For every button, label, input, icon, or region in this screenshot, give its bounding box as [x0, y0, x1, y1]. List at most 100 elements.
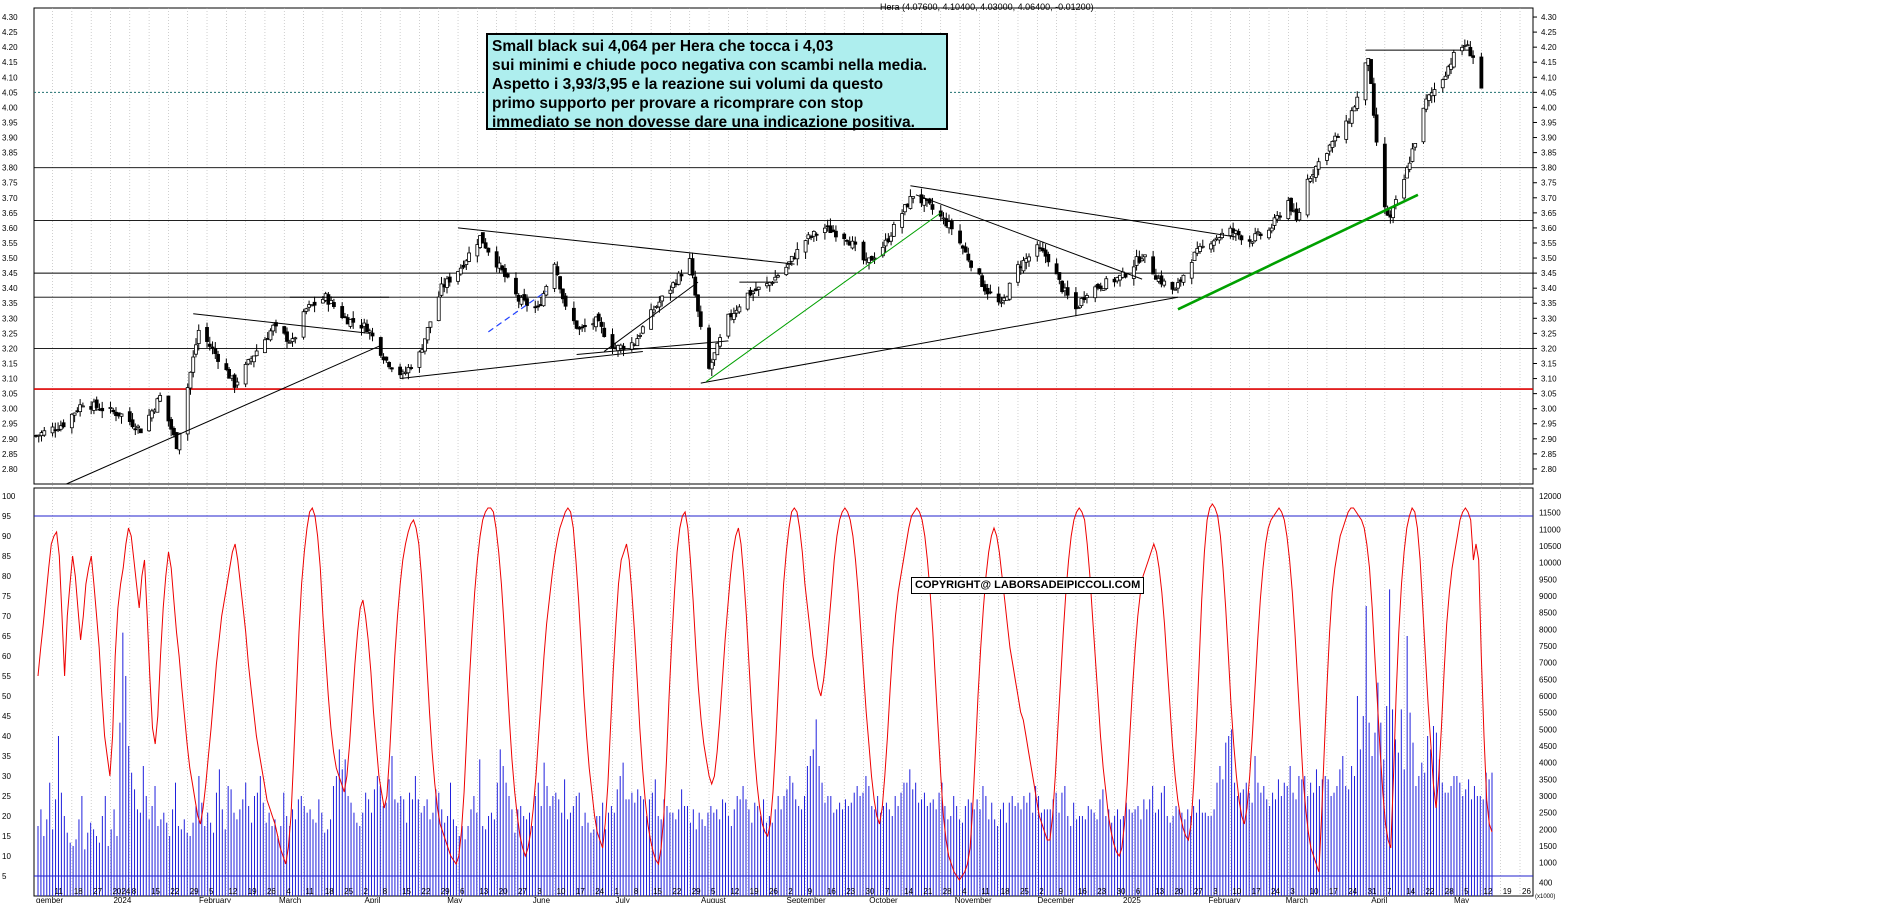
- date-tick-label: 11: [981, 887, 990, 896]
- candle-body: [1313, 166, 1318, 178]
- candle-body: [80, 405, 85, 408]
- candle-body: [340, 306, 345, 319]
- candle-body: [1007, 282, 1012, 300]
- volume-tick-label: 1000: [1539, 859, 1557, 868]
- price-tick-label-left: 2.95: [2, 420, 18, 429]
- oscillator-line: [37, 503, 1493, 881]
- date-tick-label: 22: [421, 887, 430, 896]
- price-tick-label: 3.10: [1541, 375, 1557, 384]
- oscillator-tick-label: 45: [2, 712, 11, 721]
- price-tick-label-left: 3.95: [2, 118, 18, 127]
- trendline: [910, 185, 1236, 238]
- candle-body: [999, 301, 1004, 304]
- volume-tick-label: 1500: [1539, 842, 1557, 851]
- date-tick-label: 27: [518, 887, 527, 896]
- oscillator-tick-label: 75: [2, 592, 11, 601]
- candle-body: [1217, 237, 1222, 241]
- candle-body: [483, 242, 488, 249]
- candle-body: [61, 422, 66, 428]
- date-tick-label: 6: [460, 887, 465, 896]
- candle-body: [640, 326, 645, 334]
- month-label: September: [787, 896, 826, 903]
- candle-body: [119, 413, 124, 417]
- price-tick-label: 3.05: [1541, 390, 1557, 399]
- date-tick-label: 24: [1348, 887, 1357, 896]
- month-label: gember: [36, 896, 63, 903]
- date-tick-label: 5: [1464, 887, 1469, 896]
- candle-body: [100, 407, 105, 412]
- volume-tick-label: 11000: [1539, 525, 1561, 534]
- date-tick-label: 4: [962, 887, 967, 896]
- candle-body: [552, 263, 557, 289]
- candle-body: [246, 359, 251, 365]
- candle-body: [1046, 253, 1051, 263]
- candle-body: [1269, 227, 1274, 232]
- candle-body: [384, 356, 389, 361]
- price-tick-label-left: 3.70: [2, 194, 18, 203]
- candle-body: [930, 204, 935, 210]
- candle-body: [985, 287, 990, 295]
- date-tick-label: 17: [1329, 887, 1338, 896]
- date-tick-label: 19: [248, 887, 257, 896]
- candle-body: [210, 346, 215, 349]
- candle-body: [155, 398, 160, 413]
- price-tick-label: 4.00: [1541, 103, 1557, 112]
- price-tick-label: 4.30: [1541, 13, 1557, 22]
- price-tick-label: 3.65: [1541, 209, 1557, 218]
- candle-body: [635, 338, 640, 347]
- candle-body: [1035, 244, 1040, 257]
- candle-body: [1465, 44, 1470, 47]
- candle-body: [232, 374, 237, 388]
- candle-body: [1079, 298, 1084, 307]
- candle-body: [1198, 245, 1202, 252]
- candle-body: [1142, 254, 1147, 258]
- candle-body: [227, 369, 231, 379]
- candle-body: [494, 251, 499, 268]
- candle-body: [398, 366, 403, 376]
- candle-body: [1446, 66, 1451, 76]
- date-tick-label: 19: [750, 887, 759, 896]
- candle-body: [776, 275, 780, 278]
- candle-body: [436, 296, 441, 322]
- candle-body: [127, 411, 132, 422]
- price-tick-label: 3.90: [1541, 134, 1557, 143]
- candle-body: [908, 196, 913, 209]
- volume-tick-label: 10500: [1539, 542, 1562, 551]
- candle-body: [996, 293, 1001, 303]
- note-line: sui minimi e chiude poco negativa con sc…: [492, 57, 927, 74]
- candle-body: [1468, 46, 1473, 57]
- candle-body: [726, 313, 731, 337]
- candle-body: [657, 301, 662, 308]
- candle-body: [287, 341, 292, 344]
- price-tick-label: 3.45: [1541, 269, 1557, 278]
- candle-body: [599, 321, 604, 327]
- price-tick-label: 3.35: [1541, 299, 1557, 308]
- candle-body: [1413, 143, 1418, 148]
- candle-body: [285, 331, 289, 342]
- candle-body: [1209, 243, 1213, 250]
- date-tick-label: 10: [557, 887, 566, 896]
- date-tick-label: 27: [1194, 887, 1203, 896]
- price-tick-label: 4.15: [1541, 58, 1557, 67]
- price-tick-label: 4.10: [1541, 73, 1557, 82]
- candle-body: [351, 318, 356, 323]
- date-tick-label: 12: [1483, 887, 1492, 896]
- price-tick-label-left: 3.35: [2, 299, 18, 308]
- candle-body: [842, 233, 847, 240]
- candle-body: [387, 361, 391, 368]
- date-tick-label: 28: [943, 887, 952, 896]
- oscillator-tick-label: 55: [2, 672, 11, 681]
- candle-body: [1382, 143, 1387, 208]
- oscillator-tick-label: 70: [2, 612, 11, 621]
- candle-body: [577, 327, 582, 330]
- candle-body: [461, 264, 466, 268]
- candle-body: [1267, 229, 1271, 239]
- price-tick-label: 3.20: [1541, 344, 1557, 353]
- date-tick-label: 12: [730, 887, 739, 896]
- candle-body: [78, 404, 83, 413]
- date-tick-label: 26: [769, 887, 778, 896]
- candle-body: [693, 276, 698, 296]
- date-tick-label: 14: [904, 887, 913, 896]
- candle-body: [1236, 231, 1241, 236]
- volume-unit-label: (x1000): [1535, 894, 1555, 900]
